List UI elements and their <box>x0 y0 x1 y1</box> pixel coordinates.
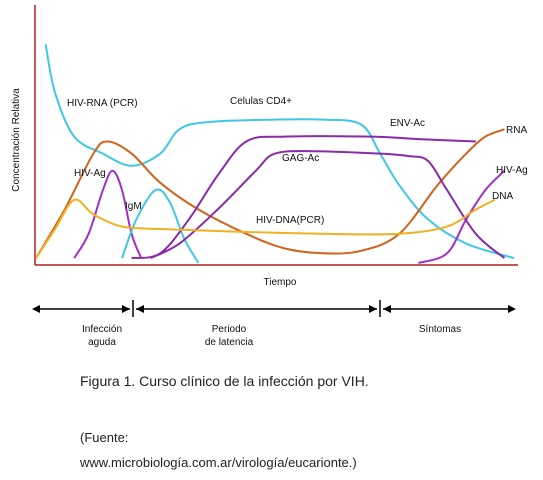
series-line-hiv-dna-pcr <box>35 198 496 259</box>
phase-1-line1: Infección <box>82 324 122 335</box>
series-line-hiv-ag <box>73 169 143 259</box>
label-hivrna: HIV-RNA (PCR) <box>67 98 138 109</box>
label-hivag: HIV-Ag <box>74 168 106 179</box>
x-axis-label: Tiempo <box>264 277 297 288</box>
series-line-hiv-rna-pcr <box>35 128 505 259</box>
phase-2-line2: de latencia <box>205 337 254 348</box>
label-envac: ENV-Ac <box>390 118 425 129</box>
label-hivdna: HIV-DNA(PCR) <box>256 215 324 226</box>
phase-2-line1: Periodo <box>212 324 247 335</box>
series-layer <box>35 44 515 264</box>
y-axis-label: Concentración Relativa <box>11 88 22 192</box>
figure-caption: Figura 1. Curso clínico de la infección … <box>80 373 369 389</box>
source-line-1: (Fuente: <box>80 430 129 445</box>
source-line-2: www.microbiología.com.ar/virología/eucar… <box>80 455 357 470</box>
series-line-celulas-cd4 <box>44 44 515 260</box>
label-rna: RNA <box>506 125 527 136</box>
label-celulas: Celulas CD4+ <box>230 96 292 107</box>
phase-1-line2: aguda <box>88 337 116 348</box>
phase-arrows <box>32 300 516 317</box>
phase-3-line1: Síntomas <box>419 324 461 335</box>
series-line-env-ac <box>131 135 476 260</box>
label-dna: DNA <box>492 191 513 202</box>
label-igm: IgM <box>125 201 142 212</box>
chart-svg: Concentración Relativa Tiempo HIV-RNA (P… <box>11 5 528 348</box>
label-hivag-right: HIV-Ag <box>496 165 528 176</box>
series-line-gag-ac <box>150 150 506 260</box>
series-line-igm <box>121 188 200 264</box>
label-gagac: GAG-Ac <box>282 153 319 164</box>
